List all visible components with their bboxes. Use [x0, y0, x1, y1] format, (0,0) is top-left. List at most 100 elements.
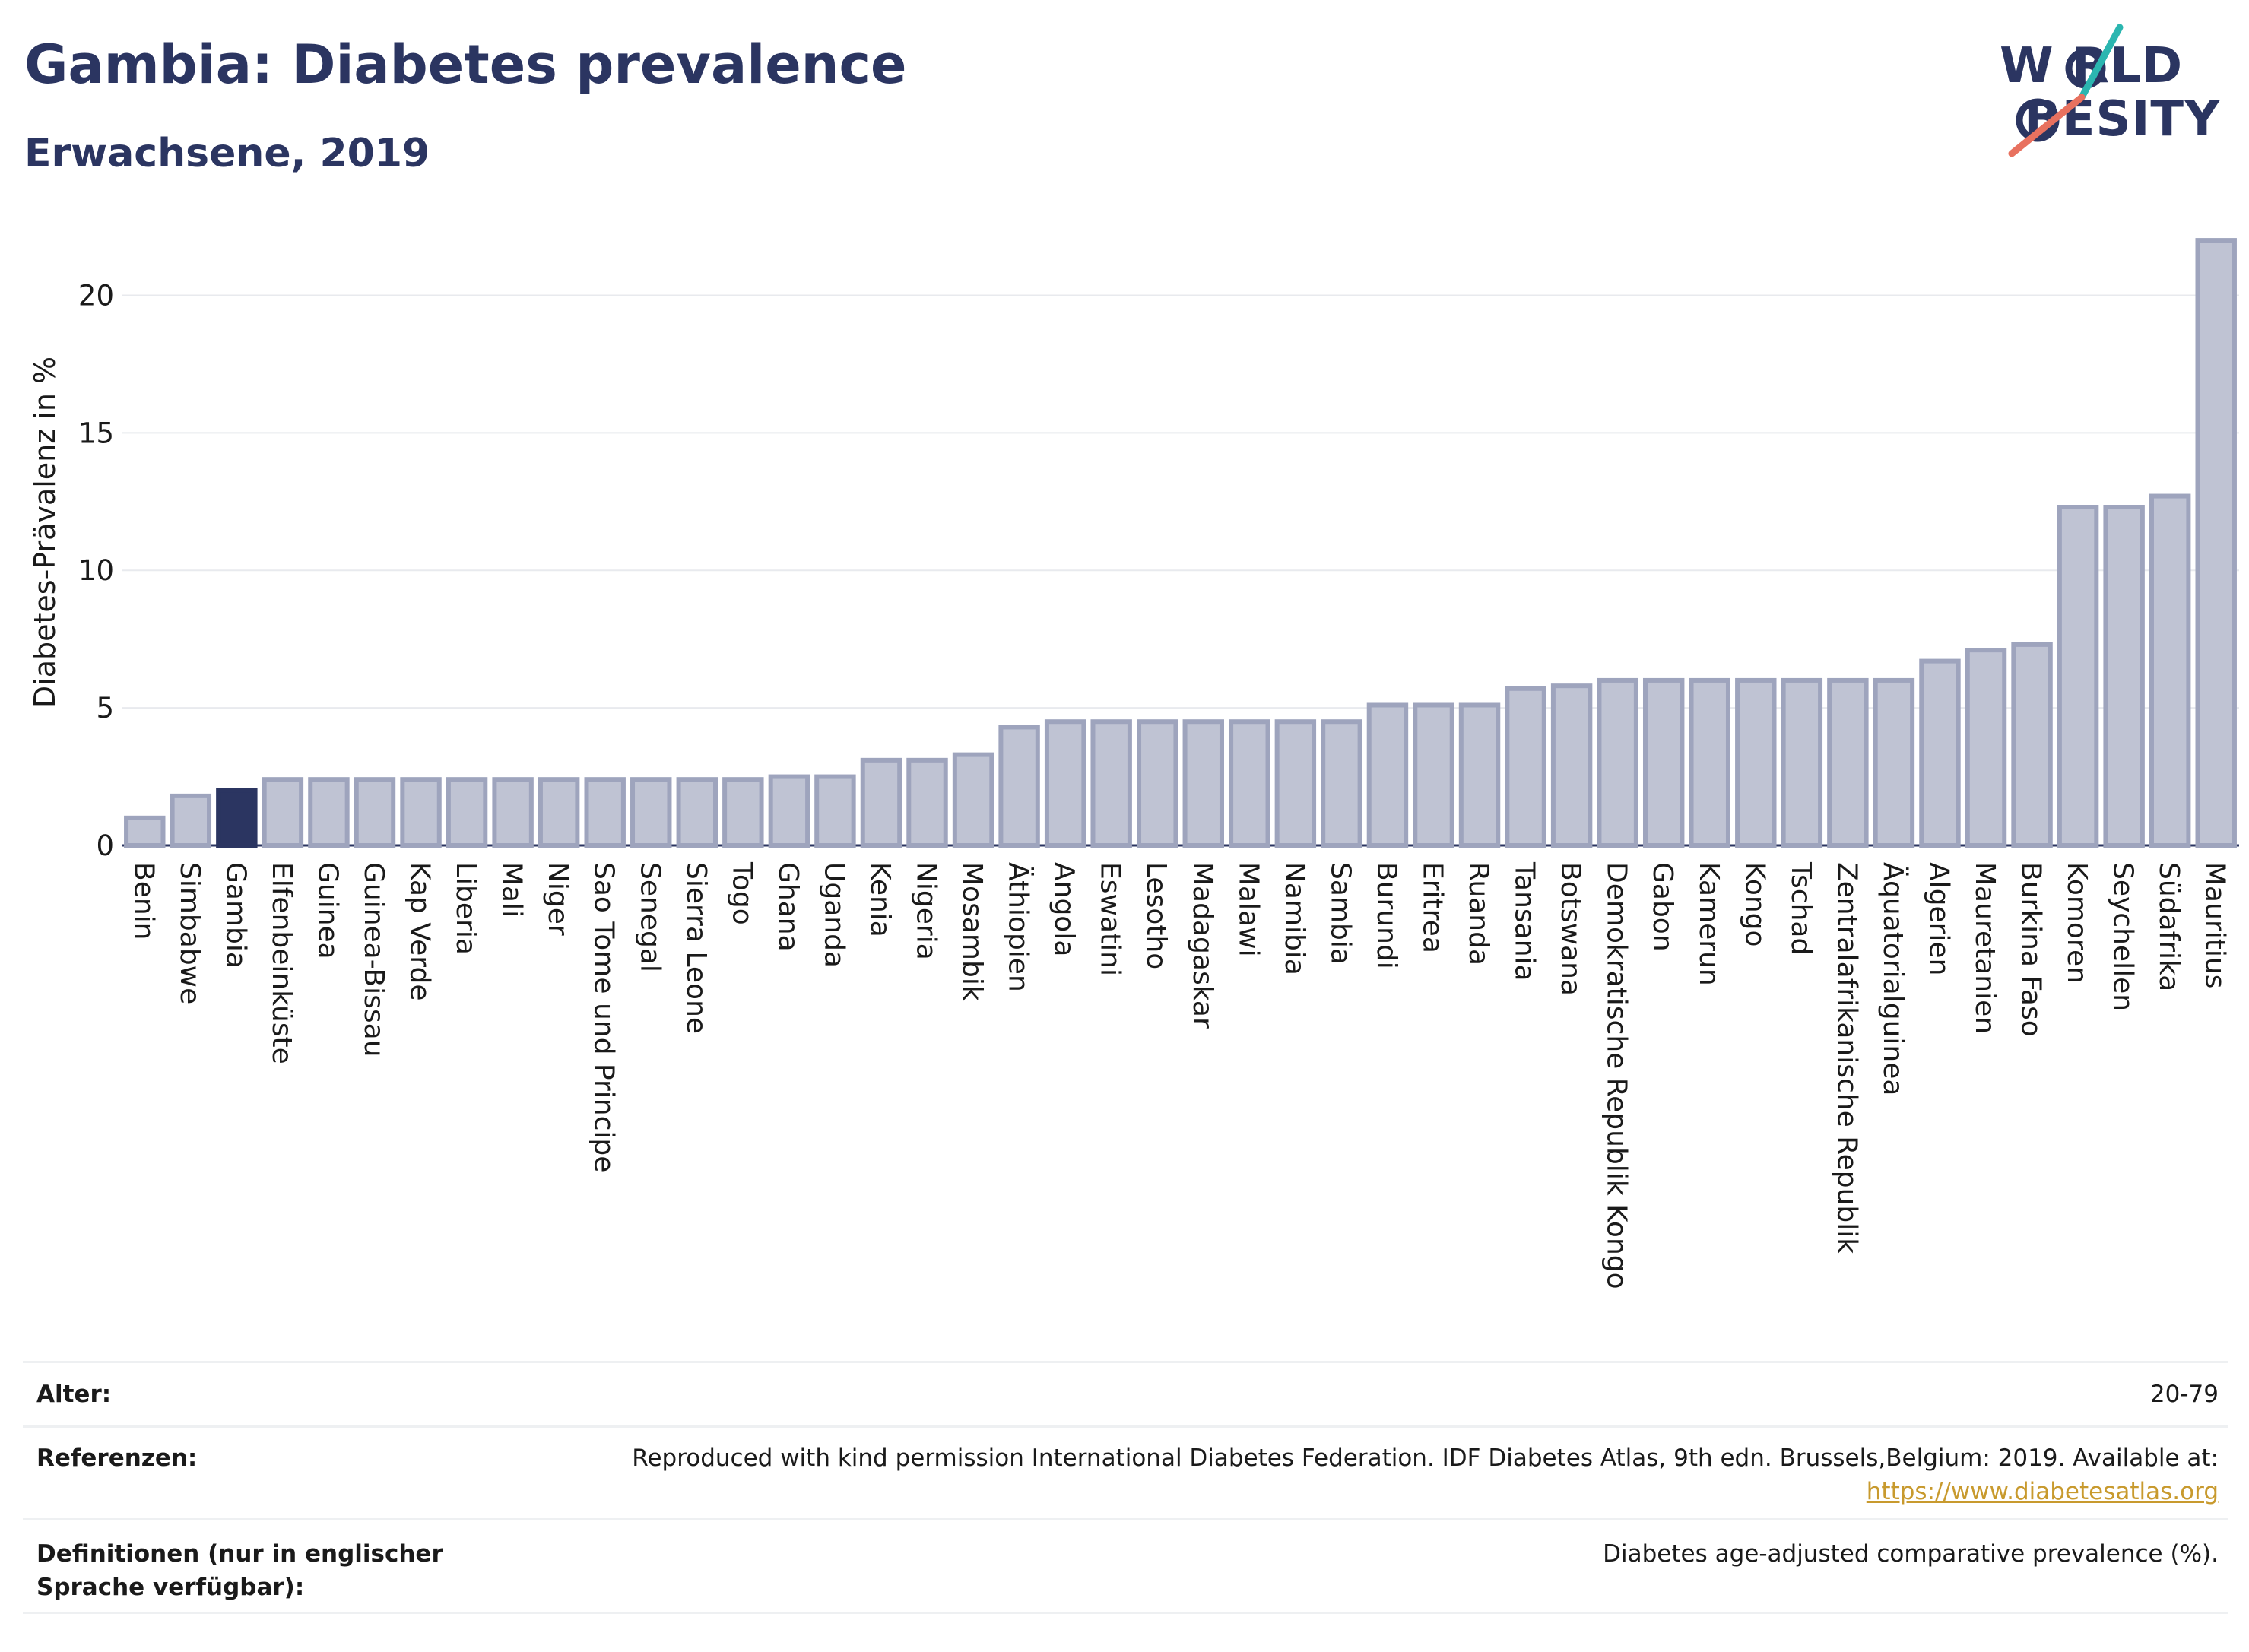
bar-zentralafrikanische-republik[interactable] [1827, 677, 1869, 848]
x-axis-tick-labels: Benin Simbabwe Gambia Elfenbeinküste Guinea G… [128, 861, 2230, 1289]
x-tick-label: Namibia [1279, 862, 1310, 975]
bar-seychellen[interactable] [2103, 505, 2145, 848]
info-row-definitions: Definitionen (nur in englischer Sprache … [23, 1518, 2228, 1614]
x-tick-label: Sao Tome und Principe [588, 862, 620, 1172]
x-tick-label: Kap Verde [404, 862, 436, 1000]
bar-guinea[interactable] [308, 777, 350, 848]
x-tick-label: Sambia [1324, 862, 1356, 965]
x-tick-label: Botswana [1555, 862, 1586, 996]
bar-elfenbeinküste[interactable] [262, 777, 304, 848]
x-tick-label: Südafrika [2153, 862, 2184, 991]
bar-simbabwe[interactable] [170, 793, 212, 848]
x-tick-label: Togo [726, 861, 757, 925]
x-tick-label: Malawi [1232, 862, 1264, 957]
x-tick-label: Eswatini [1095, 862, 1126, 976]
x-tick-label: Guinea [312, 862, 343, 959]
bar-benin[interactable] [124, 815, 166, 848]
bar-tschad[interactable] [1781, 677, 1823, 848]
x-tick-label: Uganda [818, 862, 849, 968]
bar-senegal[interactable] [630, 777, 672, 848]
bar-äquatorialguinea[interactable] [1873, 677, 1915, 848]
x-tick-label: Elfenbeinküste [266, 862, 297, 1064]
x-tick-label: Lesotho [1140, 862, 1172, 969]
bar-mali[interactable] [492, 777, 534, 848]
bar-tansania[interactable] [1505, 686, 1546, 848]
x-tick-label: Ghana [772, 862, 804, 952]
bar-südafrika[interactable] [2149, 493, 2191, 848]
chart-title: Gambia: Diabetes prevalence [24, 33, 907, 96]
bar-mauretanien[interactable] [1965, 648, 2007, 848]
age-label: Alter: [36, 1381, 112, 1408]
bar-guinea-bissau[interactable] [354, 777, 396, 848]
bar-algerien[interactable] [1919, 658, 1961, 848]
y-tick-label: 5 [96, 692, 114, 725]
bar-kenia[interactable] [860, 757, 902, 848]
info-row-references: Referenzen: Reproduced with kind permiss… [23, 1425, 2228, 1518]
bar-ghana[interactable] [768, 774, 810, 848]
bar-gabon[interactable] [1642, 677, 1685, 848]
bar-komoren[interactable] [2057, 505, 2099, 848]
x-tick-label: Seychellen [2108, 862, 2139, 1011]
bar-sierra-leone[interactable] [676, 777, 718, 848]
x-tick-label: Burkina Faso [2016, 862, 2047, 1037]
x-tick-label: Gambia [220, 862, 251, 969]
bar-uganda[interactable] [814, 774, 856, 848]
references-text: Reproduced with kind permission Internat… [632, 1444, 2219, 1472]
x-tick-label: Niger [542, 862, 573, 936]
bar-mauritius[interactable] [2195, 238, 2237, 848]
chart-subtitle: Erwachsene, 2019 [24, 131, 430, 176]
bar-angola[interactable] [1044, 719, 1086, 848]
x-tick-label: Äthiopien [1003, 862, 1035, 992]
x-tick-label: Tschad [1785, 861, 1816, 955]
x-tick-label: Tansania [1509, 861, 1540, 981]
x-tick-label: Sierra Leone [680, 862, 712, 1034]
x-tick-label: Kongo [1739, 862, 1770, 947]
x-tick-label: Benin [128, 862, 159, 940]
x-tick-label: Guinea-Bissau [358, 862, 389, 1057]
y-tick-label: 10 [78, 554, 114, 587]
x-tick-label: Nigeria [911, 862, 942, 960]
age-value: 20-79 [2149, 1381, 2219, 1408]
bar-sambia[interactable] [1321, 719, 1362, 848]
x-tick-label: Eritrea [1416, 862, 1448, 953]
bar-kongo[interactable] [1735, 677, 1777, 848]
bar-ruanda[interactable] [1458, 702, 1501, 848]
bar-niger[interactable] [538, 777, 580, 848]
bar-liberia[interactable] [446, 777, 488, 848]
bar-malawi[interactable] [1229, 719, 1270, 848]
bar-madagaskar[interactable] [1182, 719, 1224, 848]
references-label: Referenzen: [36, 1444, 198, 1472]
bar-kap-verde[interactable] [400, 777, 442, 848]
bar-burkina-faso[interactable] [2011, 642, 2053, 848]
x-tick-label: Ruanda [1463, 862, 1494, 966]
logo-slash-coral [2008, 94, 2086, 157]
bar-namibia[interactable] [1274, 719, 1317, 848]
bar-togo[interactable] [722, 777, 764, 848]
y-axis-label: Diabetes-Prävalenz in % [28, 357, 62, 708]
references-link[interactable]: https://www.diabetesatlas.org [1866, 1478, 2219, 1505]
bar-burundi[interactable] [1366, 702, 1409, 848]
y-axis-ticks: 0 5 10 15 20 [78, 279, 114, 862]
x-tick-label: Burundi [1371, 862, 1402, 969]
x-tick-label: Komoren [2061, 862, 2092, 984]
x-tick-label: Kenia [864, 862, 896, 937]
bar-lesotho[interactable] [1137, 719, 1178, 848]
bar-eswatini[interactable] [1090, 719, 1132, 848]
x-tick-label: Mauritius [2200, 862, 2231, 988]
y-tick-label: 0 [96, 829, 114, 862]
world-obesity-logo[interactable]: W RLD BESITY [1984, 23, 2235, 160]
bar-nigeria[interactable] [906, 757, 948, 848]
bar-kamerun[interactable] [1689, 677, 1730, 848]
x-tick-label: Zentralafrikanische Republik [1831, 862, 1862, 1254]
bar-gambia[interactable] [216, 788, 258, 848]
bar-demokratische-republik-kongo[interactable] [1597, 677, 1638, 848]
bar-botswana[interactable] [1550, 683, 1593, 848]
bar-eritrea[interactable] [1413, 702, 1454, 848]
bar-sao-tome-und-principe[interactable] [584, 777, 626, 848]
x-tick-label: Demokratische Republik Kongo [1601, 862, 1632, 1289]
bar-äthiopien[interactable] [998, 725, 1040, 848]
x-tick-label: Mali [496, 862, 528, 918]
x-tick-label: Gabon [1647, 862, 1678, 952]
references-value: Reproduced with kind permission Internat… [632, 1441, 2228, 1508]
bar-mosambik[interactable] [952, 752, 994, 848]
